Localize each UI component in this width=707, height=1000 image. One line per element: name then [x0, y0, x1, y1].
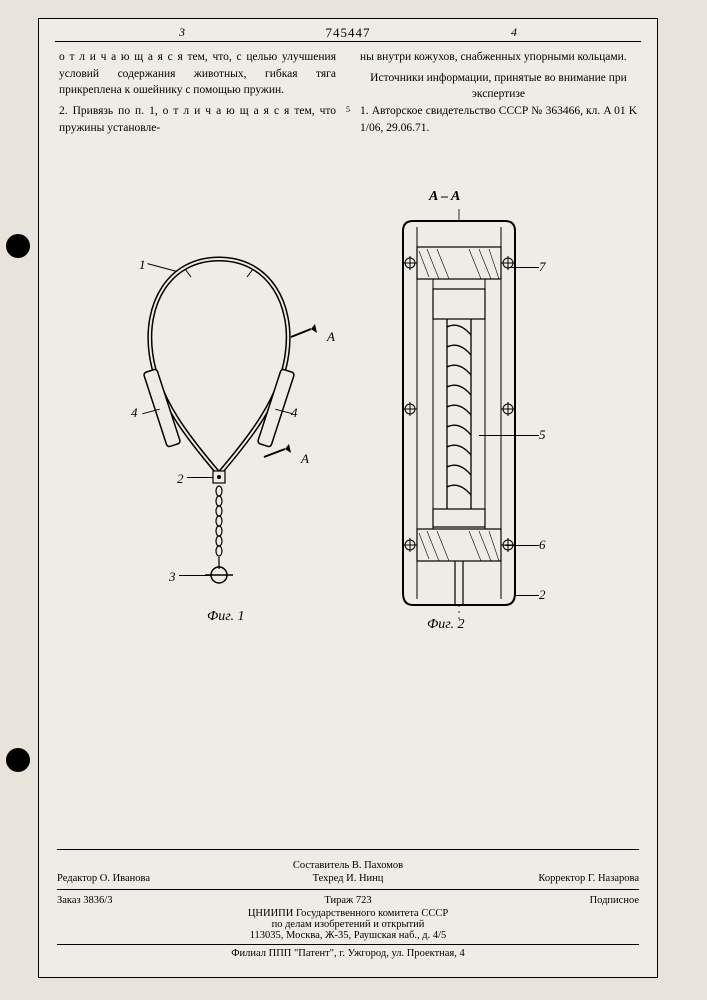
leader-2b: [515, 595, 539, 596]
label-2b: 2: [539, 587, 546, 603]
signed: Подписное: [445, 895, 639, 906]
label-3: 3: [169, 569, 176, 585]
print-row: Заказ 3836/3 Тираж 723 Подписное: [57, 893, 639, 908]
figure-1: [109, 239, 329, 629]
label-2: 2: [177, 471, 184, 487]
compiler: Составитель В. Пахомов: [57, 860, 639, 871]
right-text-1: ны внутри кожухов, снабженных упорными к…: [360, 51, 627, 63]
org-line-2: по делам изобретений и открытий: [57, 919, 639, 930]
leader-5: [479, 435, 539, 436]
fig2-caption: Фиг. 2: [427, 617, 465, 633]
leader-3: [179, 575, 211, 576]
label-1: 1: [139, 257, 146, 273]
header-rule: [55, 41, 641, 42]
label-6: 6: [539, 537, 546, 553]
section-mark-a2: A: [301, 451, 309, 467]
figure-area: A – A: [39, 189, 657, 749]
claim2-text: 2. Привязь по п. 1, о т л и ч а ю щ а я …: [59, 105, 336, 134]
editor: Редактор О. Иванова: [57, 873, 251, 884]
footer: Составитель В. Пахомов Редактор О. Ивано…: [57, 849, 639, 959]
page-frame: 3 745447 4 о т л и ч а ю щ а я с я тем, …: [38, 18, 658, 978]
section-mark-a1: A: [327, 329, 335, 345]
sources-heading: Источники информации, принятые во вниман…: [360, 70, 637, 103]
document-number: 745447: [326, 25, 371, 41]
claim1-text: о т л и ч а ю щ а я с я тем, что, с цель…: [59, 51, 336, 96]
tirazh: Тираж 723: [251, 895, 445, 906]
label-5: 5: [539, 427, 546, 443]
corrector: Корректор Г. Назарова: [445, 873, 639, 884]
left-column: о т л и ч а ю щ а я с я тем, что, с цель…: [59, 49, 336, 136]
leader-6: [505, 545, 539, 546]
page-number-right: 4: [511, 25, 517, 40]
address-1: 113035, Москва, Ж-35, Раушская наб., д. …: [57, 930, 639, 941]
figure-2: [369, 209, 549, 619]
line-marker-5: 5: [346, 105, 350, 114]
org-line-1: ЦНИИПИ Государственного комитета СССР: [57, 908, 639, 919]
right-column: ны внутри кожухов, снабженных упорными к…: [360, 49, 637, 136]
text-columns: о т л и ч а ю щ а я с я тем, что, с цель…: [59, 49, 637, 136]
page-number-left: 3: [179, 25, 185, 40]
section-label: A – A: [429, 189, 460, 205]
credits-row: Редактор О. Иванова Техред И. Нинц Корре…: [57, 871, 639, 886]
fig1-caption: Фиг. 1: [207, 609, 245, 625]
address-2: Филиал ППП "Патент", г. Ужгород, ул. Про…: [57, 948, 639, 959]
leader-2: [187, 477, 213, 478]
tech-editor: Техред И. Нинц: [251, 873, 445, 884]
order-no: Заказ 3836/3: [57, 895, 251, 906]
leader-7: [509, 267, 539, 268]
label-7: 7: [539, 259, 546, 275]
source-1: 1. Авторское свидетельство СССР № 363466…: [360, 105, 637, 134]
label-4a: 4: [131, 405, 138, 421]
